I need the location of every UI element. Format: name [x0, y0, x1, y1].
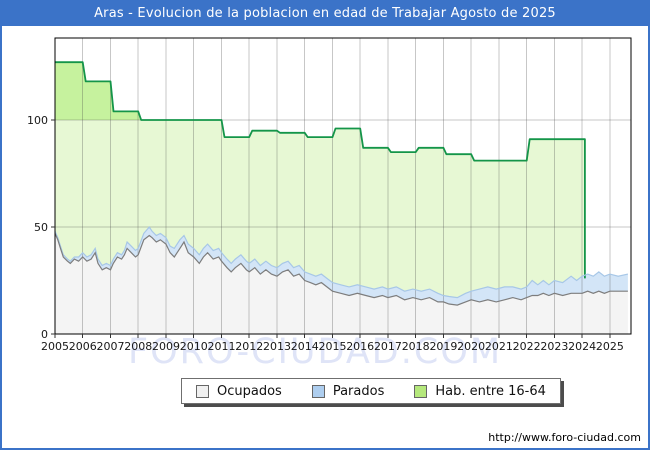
svg-text:2017: 2017	[374, 340, 402, 353]
svg-text:2019: 2019	[429, 340, 457, 353]
svg-text:2013: 2013	[263, 340, 291, 353]
svg-text:2011: 2011	[207, 340, 235, 353]
legend-item-parados: Parados	[311, 383, 385, 399]
svg-text:2022: 2022	[513, 340, 541, 353]
footer-url: http://www.foro-ciudad.com	[488, 431, 641, 444]
title-bar: Aras - Evolucion de la poblacion en edad…	[0, 0, 650, 26]
svg-text:2016: 2016	[346, 340, 374, 353]
chart-title: Aras - Evolucion de la poblacion en edad…	[94, 5, 556, 21]
legend-label-hab-16-64: Hab. entre 16-64	[435, 383, 546, 399]
watermark: FORO-CIUDAD.COM	[128, 332, 503, 372]
svg-text:2012: 2012	[235, 340, 263, 353]
svg-text:2005: 2005	[41, 340, 69, 353]
svg-text:2024: 2024	[568, 340, 596, 353]
svg-text:2006: 2006	[69, 340, 97, 353]
svg-text:2015: 2015	[318, 340, 346, 353]
legend-label-parados: Parados	[332, 383, 385, 399]
svg-text:2007: 2007	[96, 340, 124, 353]
svg-text:2010: 2010	[180, 340, 208, 353]
svg-text:50: 50	[34, 221, 48, 234]
svg-text:2025: 2025	[596, 340, 624, 353]
legend-item-ocupados: Ocupados	[196, 384, 282, 399]
legend: Ocupados Parados Hab. entre 16-64	[181, 378, 561, 404]
svg-text:2020: 2020	[457, 340, 485, 353]
legend-swatch-hab-16-64	[414, 384, 428, 398]
svg-text:0: 0	[41, 328, 48, 341]
legend-item-hab-16-64: Hab. entre 16-64	[414, 384, 546, 399]
legend-swatch-parados	[311, 384, 325, 398]
legend-label-ocupados: Ocupados	[217, 383, 282, 399]
svg-text:2008: 2008	[124, 340, 152, 353]
svg-text:100: 100	[27, 114, 48, 127]
svg-text:2021: 2021	[485, 340, 513, 353]
svg-text:2009: 2009	[152, 340, 180, 353]
svg-text:2018: 2018	[402, 340, 430, 353]
svg-text:2014: 2014	[291, 340, 319, 353]
legend-swatch-ocupados	[196, 384, 209, 398]
svg-text:2023: 2023	[540, 340, 568, 353]
